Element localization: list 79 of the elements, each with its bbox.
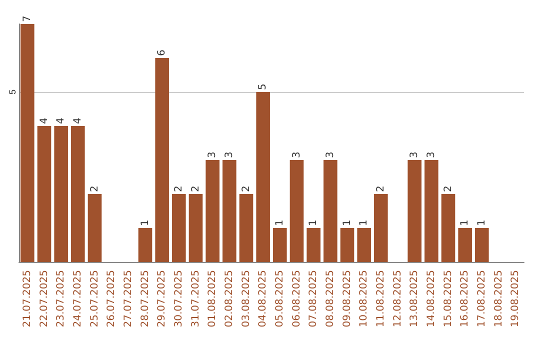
bar bbox=[441, 194, 456, 262]
x-tick-label: 25.07.2025 bbox=[89, 270, 100, 328]
data-label: 6 bbox=[156, 50, 168, 56]
data-label: 1 bbox=[140, 220, 151, 226]
data-label: 7 bbox=[22, 16, 33, 22]
bar bbox=[239, 194, 254, 262]
bar bbox=[88, 194, 102, 262]
x-tick-label: 19.08.2025 bbox=[510, 270, 522, 328]
x-tick-label: 29.07.2025 bbox=[156, 270, 168, 328]
data-label: 1 bbox=[460, 220, 471, 226]
data-label: 4 bbox=[38, 118, 50, 124]
bar bbox=[138, 228, 152, 262]
bar bbox=[424, 160, 438, 262]
x-tick-label: 05.08.2025 bbox=[274, 270, 286, 328]
bar bbox=[306, 228, 320, 262]
data-label: 3 bbox=[409, 152, 420, 158]
x-tick-label: 23.07.2025 bbox=[56, 270, 67, 328]
bar bbox=[273, 228, 287, 262]
bar bbox=[340, 228, 354, 262]
x-tick-label: 30.07.2025 bbox=[173, 270, 184, 328]
bar bbox=[374, 194, 388, 262]
x-tick-label: 14.08.2025 bbox=[426, 270, 437, 328]
data-label: 2 bbox=[190, 186, 202, 192]
x-tick-label: 13.08.2025 bbox=[409, 270, 420, 328]
x-tick-label: 28.07.2025 bbox=[140, 270, 151, 328]
bar bbox=[155, 58, 169, 262]
x-tick-label: 10.08.2025 bbox=[358, 270, 370, 328]
x-tick-label: 16.08.2025 bbox=[460, 270, 471, 328]
bar bbox=[206, 160, 220, 262]
data-label: 3 bbox=[224, 152, 235, 158]
data-label: 2 bbox=[240, 186, 252, 192]
x-tick-label: 22.07.2025 bbox=[38, 270, 50, 328]
data-label: 2 bbox=[442, 186, 454, 192]
x-tick-label: 26.07.2025 bbox=[106, 270, 118, 328]
data-label: 1 bbox=[342, 220, 353, 226]
data-label: 3 bbox=[324, 152, 336, 158]
data-label: 1 bbox=[476, 220, 488, 226]
bar bbox=[475, 228, 489, 262]
x-tick-label: 02.08.2025 bbox=[224, 270, 235, 328]
x-tick-label: 06.08.2025 bbox=[291, 270, 302, 328]
x-tick-label: 12.08.2025 bbox=[392, 270, 404, 328]
bar bbox=[222, 160, 236, 262]
data-label: 1 bbox=[274, 220, 286, 226]
x-tick-label: 03.08.2025 bbox=[240, 270, 252, 328]
x-tick-label: 04.08.2025 bbox=[258, 270, 269, 328]
x-tick-label: 09.08.2025 bbox=[342, 270, 353, 328]
bar bbox=[458, 228, 472, 262]
data-label: 3 bbox=[291, 152, 302, 158]
data-label: 4 bbox=[72, 118, 84, 124]
bar bbox=[256, 92, 270, 262]
x-tick-label: 21.07.2025 bbox=[22, 270, 33, 328]
data-label: 3 bbox=[207, 152, 218, 158]
x-tick-label: 27.07.2025 bbox=[122, 270, 134, 328]
data-label: 4 bbox=[56, 118, 67, 124]
bar bbox=[172, 194, 186, 262]
data-label: 1 bbox=[308, 220, 320, 226]
bar bbox=[71, 126, 85, 262]
x-tick-label: 24.07.2025 bbox=[72, 270, 84, 328]
bar bbox=[357, 228, 371, 262]
data-label: 1 bbox=[358, 220, 370, 226]
bar bbox=[54, 126, 68, 262]
bar bbox=[290, 160, 304, 262]
x-tick-label: 31.07.2025 bbox=[190, 270, 202, 328]
x-tick-label: 18.08.2025 bbox=[493, 270, 504, 328]
x-tick-label: 08.08.2025 bbox=[324, 270, 336, 328]
data-label: 5 bbox=[258, 84, 269, 90]
data-label: 3 bbox=[426, 152, 437, 158]
data-label: 2 bbox=[89, 186, 100, 192]
bar bbox=[188, 194, 203, 262]
x-tick-label: 15.08.2025 bbox=[442, 270, 454, 328]
x-tick-label: 11.08.2025 bbox=[375, 270, 386, 328]
x-tick-label: 01.08.2025 bbox=[207, 270, 218, 328]
bar bbox=[324, 160, 338, 262]
x-tick-label: 07.08.2025 bbox=[308, 270, 320, 328]
bar bbox=[408, 160, 422, 262]
x-tick-label: 17.08.2025 bbox=[476, 270, 488, 328]
data-label: 2 bbox=[173, 186, 184, 192]
data-label: 2 bbox=[375, 186, 386, 192]
bar bbox=[37, 126, 52, 262]
